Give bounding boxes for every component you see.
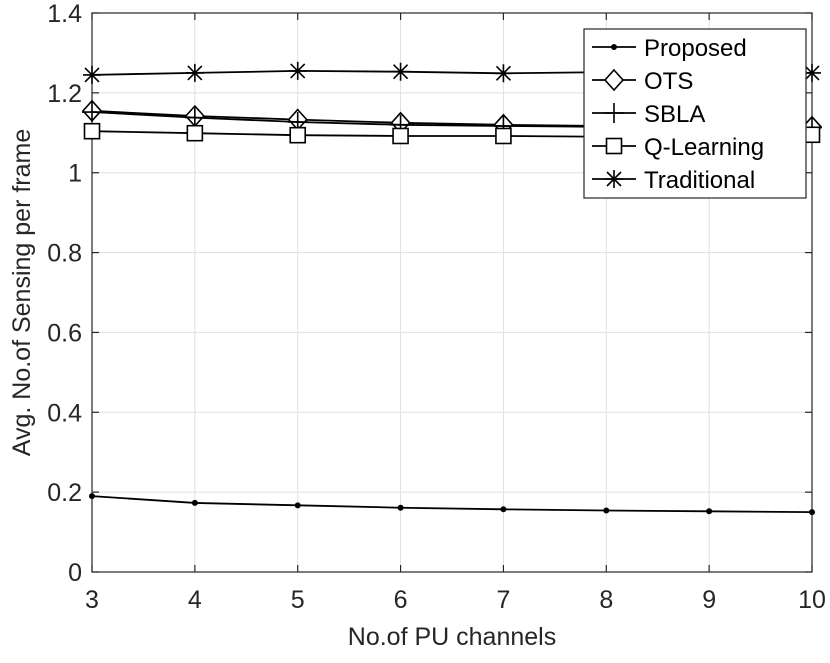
data-point	[191, 499, 198, 506]
data-point	[289, 126, 307, 144]
data-point	[803, 63, 821, 82]
y-tick-label: 1.4	[47, 0, 82, 28]
data-point	[185, 63, 204, 82]
data-point	[611, 44, 617, 50]
data-point	[89, 493, 95, 500]
data-point	[803, 126, 821, 144]
x-tick-label: 4	[188, 586, 202, 614]
plot-area	[91, 12, 813, 573]
x-tick-label: 5	[291, 586, 305, 614]
data-point	[392, 127, 409, 145]
data-point	[397, 504, 404, 511]
x-tick-label: 10	[798, 586, 826, 614]
data-point	[391, 62, 410, 81]
data-point	[605, 170, 623, 188]
legend-item: Proposed	[592, 35, 747, 62]
data-point	[809, 509, 815, 516]
data-point	[184, 107, 205, 128]
x-tick-label: 3	[85, 586, 99, 614]
legend-label: Q-Learning	[644, 134, 764, 161]
legend-item: Q-Learning	[592, 134, 764, 161]
y-tick-label: 0.6	[47, 319, 82, 347]
legend-label: SBLA	[644, 101, 705, 128]
legend-item: OTS	[592, 68, 693, 95]
legend-item: SBLA	[592, 101, 705, 128]
data-point	[604, 103, 624, 123]
legend-label: OTS	[644, 68, 693, 95]
x-tick-label: 6	[394, 586, 408, 614]
legend-item: Traditional	[592, 167, 755, 194]
y-axis-title: Avg. No.of Sensing per frame	[8, 129, 36, 457]
y-tick-label: 1.2	[47, 80, 82, 108]
y-tick-label: 0	[68, 559, 82, 587]
x-tick-label: 7	[496, 586, 510, 614]
data-point	[83, 122, 101, 140]
data-point	[288, 61, 307, 80]
series-line	[91, 495, 813, 514]
y-tick-label: 0.4	[47, 399, 82, 427]
data-point	[500, 506, 507, 513]
x-axis-title: No.of PU channels	[348, 623, 556, 651]
y-tick-label: 0.8	[47, 240, 82, 268]
y-tick-label: 1	[68, 160, 82, 188]
series-q-learning	[83, 122, 821, 146]
data-point	[603, 507, 610, 514]
legend-label: Traditional	[644, 167, 755, 194]
x-tick-label: 8	[599, 586, 613, 614]
data-point	[83, 65, 101, 84]
data-point	[603, 68, 625, 92]
data-point	[495, 127, 512, 145]
data-point	[494, 64, 513, 83]
legend: Proposed OTS SBLA Q-Learning Traditional	[583, 28, 807, 199]
legend-label: Proposed	[644, 35, 747, 62]
data-point	[82, 102, 102, 123]
data-point	[186, 124, 204, 142]
x-tick-label: 9	[702, 586, 716, 614]
data-point	[706, 508, 713, 515]
series-proposed	[89, 493, 815, 516]
data-point	[294, 502, 301, 509]
data-point	[605, 137, 623, 155]
y-tick-label: 0.2	[47, 479, 82, 507]
axis-ticks: 3 4 5 6 7 8 9 10 0 0.2 0.4 0.6 0.8 1 1.2 1.4	[47, 0, 826, 614]
